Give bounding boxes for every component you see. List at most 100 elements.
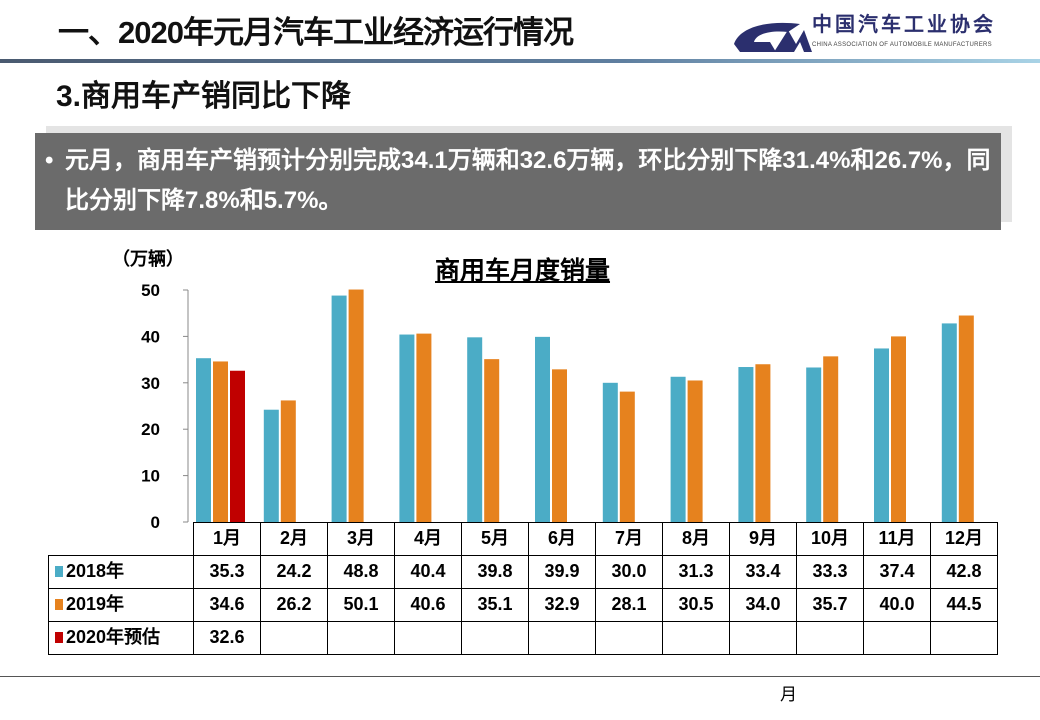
data-label: 24.2 [260,555,328,589]
data-label: 35.3 [193,555,261,589]
series-name: 2018年 [66,561,125,582]
y-tick-label: 20 [141,420,160,439]
bar-2018年-5月 [467,337,483,522]
x-tick-label: 7月 [595,522,663,556]
x-tick-label: 4月 [394,522,462,556]
x-tick-label: 12月 [930,522,998,556]
data-label [595,621,663,655]
bar-2019年-4月 [416,333,432,522]
header-divider [0,59,1040,63]
table-row: 2019年 34.6 26.2 50.1 40.6 35.1 32.9 28.1 30.5 34.… [48,588,998,622]
data-label: 30.5 [662,588,730,622]
table-row: 2020年预估 32.6 [48,621,998,655]
bar-2019年-6月 [552,369,567,522]
footer-divider [0,676,1040,677]
legend-entry: 2018年 [48,555,194,589]
data-label: 34.6 [193,588,261,622]
bar-2019年-10月 [823,356,839,522]
bar-2018年-9月 [738,367,754,522]
data-label: 26.2 [260,588,328,622]
legend-swatch-icon [55,599,63,611]
bar-2019年-11月 [891,336,906,522]
bar-2018年-4月 [399,334,415,522]
data-label [327,621,395,655]
logo-english-text: CHINA ASSOCIATION OF AUTOMOBILE MANUFACT… [812,42,992,48]
logo-chinese-text: 中国汽车工业协会 [812,14,996,36]
bullet-text: 元月，商用车产销预计分别完成34.1万辆和32.6万辆，环比分别下降31.4%和… [65,147,991,214]
bar-2019年-9月 [755,364,771,522]
bar-2019年-5月 [484,359,500,522]
table-row: 2018年 35.3 24.2 48.8 40.4 39.8 39.9 30.0 31.3 33.… [48,555,998,589]
x-tick-label: 1月 [193,522,261,556]
bar-2020年预估-1月 [230,370,245,522]
x-tick-label: 6月 [528,522,596,556]
bar-2018年-7月 [602,382,618,522]
y-tick-label: 40 [141,327,160,346]
bullet-dot-icon: • [45,147,54,174]
bar-2018年-6月 [535,336,550,522]
data-label: 42.8 [930,555,998,589]
data-label: 34.0 [729,588,797,622]
page-title: 一、2020年元月汽车工业经济运行情况 [58,15,574,50]
data-label: 40.0 [863,588,931,622]
footer-text: 月 [780,685,797,704]
legend-entry: 2019年 [48,588,194,622]
x-tick-label: 5月 [461,522,529,556]
data-label: 35.7 [796,588,864,622]
bar-2019年-1月 [213,361,228,522]
data-label: 31.3 [662,555,730,589]
bar-2019年-3月 [348,289,364,522]
x-tick-label: 11月 [863,522,931,556]
data-label: 32.6 [193,621,261,655]
data-label [461,621,529,655]
data-label [260,621,328,655]
chart-title: 商用车月度销量 [435,257,611,285]
x-tick-label: 9月 [729,522,797,556]
data-label: 40.6 [394,588,462,622]
data-label: 32.9 [528,588,596,622]
data-label: 37.4 [863,555,931,589]
data-label [930,621,998,655]
series-name: 2019年 [66,594,125,615]
data-label: 39.9 [528,555,596,589]
series-name: 2020年预估 [66,627,161,648]
data-table: 1月 2月 3月 4月 5月 6月 7月 8月 9月 10月 11月 12月 2018年 35.3 24.2… [48,522,998,655]
data-label [528,621,596,655]
legend-swatch-icon [55,566,63,578]
bar-2018年-10月 [806,367,822,522]
section-subtitle: 3.商用车产销同比下降 [56,80,352,113]
data-label: 33.4 [729,555,797,589]
x-tick-label: 2月 [260,522,328,556]
bar-2018年-12月 [941,323,957,522]
data-label: 44.5 [930,588,998,622]
bar-2018年-8月 [670,376,686,522]
data-label [863,621,931,655]
bar-2019年-2月 [280,400,296,522]
bullet-box: • 元月，商用车产销预计分别完成34.1万辆和32.6万辆，环比分别下降31.4… [35,133,1001,230]
bar-2018年-3月 [331,295,347,522]
y-tick-label: 10 [141,467,160,486]
data-label: 33.3 [796,555,864,589]
y-tick-label: 50 [141,281,160,300]
data-label: 48.8 [327,555,395,589]
data-label: 35.1 [461,588,529,622]
data-label: 28.1 [595,588,663,622]
table-header-row: 1月 2月 3月 4月 5月 6月 7月 8月 9月 10月 11月 12月 [48,522,998,556]
x-tick-label: 3月 [327,522,395,556]
bar-2018年-1月 [196,358,211,522]
bar-2019年-7月 [619,391,635,522]
bar-2018年-2月 [263,409,279,522]
y-axis-unit: （万辆） [112,249,184,269]
bar-2018年-11月 [874,348,889,522]
legend-swatch-icon [55,632,63,644]
data-label [394,621,462,655]
y-tick-label: 30 [141,374,160,393]
bar-2019年-8月 [687,380,703,522]
data-label [729,621,797,655]
data-label: 39.8 [461,555,529,589]
data-label [796,621,864,655]
data-label: 40.4 [394,555,462,589]
x-tick-label: 10月 [796,522,864,556]
bar-2019年-12月 [958,315,974,522]
